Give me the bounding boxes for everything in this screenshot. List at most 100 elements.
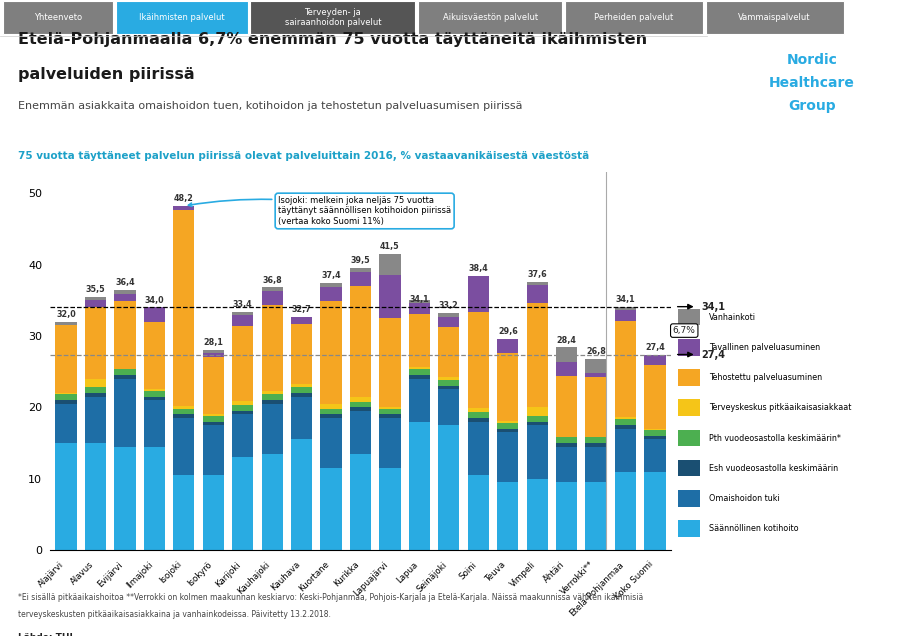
Bar <box>320 468 342 550</box>
Bar <box>527 303 548 406</box>
Bar <box>55 400 77 404</box>
Bar <box>556 438 577 443</box>
Bar <box>556 437 577 438</box>
Bar <box>379 468 401 550</box>
Bar <box>320 404 342 409</box>
Bar <box>409 368 430 370</box>
Text: 28,4: 28,4 <box>557 336 577 345</box>
Bar <box>565 1 703 34</box>
Text: 36,8: 36,8 <box>262 275 282 284</box>
Bar <box>173 210 194 406</box>
Bar <box>85 387 106 393</box>
Bar <box>586 446 607 482</box>
Bar <box>379 407 401 409</box>
Bar <box>350 397 371 401</box>
Bar <box>114 294 135 301</box>
Bar <box>232 405 253 411</box>
Bar <box>202 422 224 425</box>
Bar <box>497 423 519 429</box>
Bar <box>114 375 135 379</box>
Text: Ikäihmisten palvelut: Ikäihmisten palvelut <box>139 13 225 22</box>
Text: 37,6: 37,6 <box>527 270 547 279</box>
Bar <box>678 429 700 446</box>
Bar <box>527 425 548 479</box>
Bar <box>85 307 106 379</box>
Text: Tavallinen palveluasuminen: Tavallinen palveluasuminen <box>709 343 820 352</box>
Bar <box>261 391 283 394</box>
Bar <box>250 1 415 34</box>
Text: Tehostettu palveluasuminen: Tehostettu palveluasuminen <box>709 373 822 382</box>
Bar <box>261 305 283 391</box>
Bar <box>291 317 312 324</box>
Bar <box>644 436 666 439</box>
Bar <box>173 409 194 415</box>
Bar <box>379 418 401 468</box>
Bar <box>261 404 283 453</box>
Bar <box>678 399 700 416</box>
Text: Omaishoidon tuki: Omaishoidon tuki <box>709 494 780 503</box>
Bar <box>85 379 106 387</box>
Text: 36,4: 36,4 <box>115 279 135 287</box>
Bar <box>173 406 194 409</box>
Bar <box>85 296 106 300</box>
Bar <box>261 453 283 550</box>
Bar <box>350 268 371 272</box>
Bar <box>55 394 77 400</box>
Bar <box>379 275 401 318</box>
Bar <box>678 520 700 537</box>
Bar <box>114 369 135 370</box>
Text: 34,1: 34,1 <box>410 295 429 304</box>
Bar <box>409 379 430 422</box>
Bar <box>615 417 636 420</box>
Bar <box>379 409 401 415</box>
Bar <box>114 301 135 369</box>
Bar <box>497 429 519 432</box>
Bar <box>615 420 636 425</box>
Bar <box>644 439 666 472</box>
Bar <box>409 422 430 550</box>
Bar <box>497 339 519 353</box>
Bar <box>586 373 607 377</box>
Text: 32,7: 32,7 <box>292 305 311 314</box>
Bar <box>409 370 430 375</box>
Bar <box>55 322 77 325</box>
Bar <box>55 325 77 393</box>
Text: 27,4: 27,4 <box>702 350 726 359</box>
Bar <box>350 407 371 411</box>
Text: 34,0: 34,0 <box>144 296 164 305</box>
Bar <box>350 453 371 550</box>
Bar <box>379 318 401 407</box>
Bar <box>438 377 460 380</box>
Bar <box>202 414 224 416</box>
Bar <box>644 354 666 365</box>
Bar <box>527 282 548 285</box>
Bar <box>350 401 371 407</box>
Bar <box>644 430 666 436</box>
Bar <box>114 446 135 550</box>
Bar <box>173 206 194 210</box>
Bar <box>586 438 607 443</box>
Text: 37,4: 37,4 <box>321 271 341 280</box>
Text: 6,7%: 6,7% <box>673 326 696 335</box>
Bar <box>615 321 636 417</box>
Bar <box>615 472 636 550</box>
Text: 32,0: 32,0 <box>56 310 76 319</box>
Bar <box>438 313 460 317</box>
Text: Vanhainkoti: Vanhainkoti <box>709 313 756 322</box>
Text: Yhteenveto: Yhteenveto <box>34 13 83 22</box>
Text: 26,8: 26,8 <box>586 347 606 356</box>
Text: 34,1: 34,1 <box>702 301 726 312</box>
Bar <box>497 432 519 482</box>
Bar <box>320 283 342 287</box>
Bar <box>144 400 165 446</box>
Bar <box>418 1 562 34</box>
Bar <box>232 326 253 401</box>
Bar <box>55 404 77 443</box>
Text: palveluiden piirissä: palveluiden piirissä <box>18 67 195 83</box>
Bar <box>586 377 607 438</box>
Bar <box>291 387 312 393</box>
Text: 34,1: 34,1 <box>616 295 635 304</box>
Bar <box>144 389 165 391</box>
Text: Lähde: THL: Lähde: THL <box>18 633 75 636</box>
Bar <box>678 369 700 386</box>
